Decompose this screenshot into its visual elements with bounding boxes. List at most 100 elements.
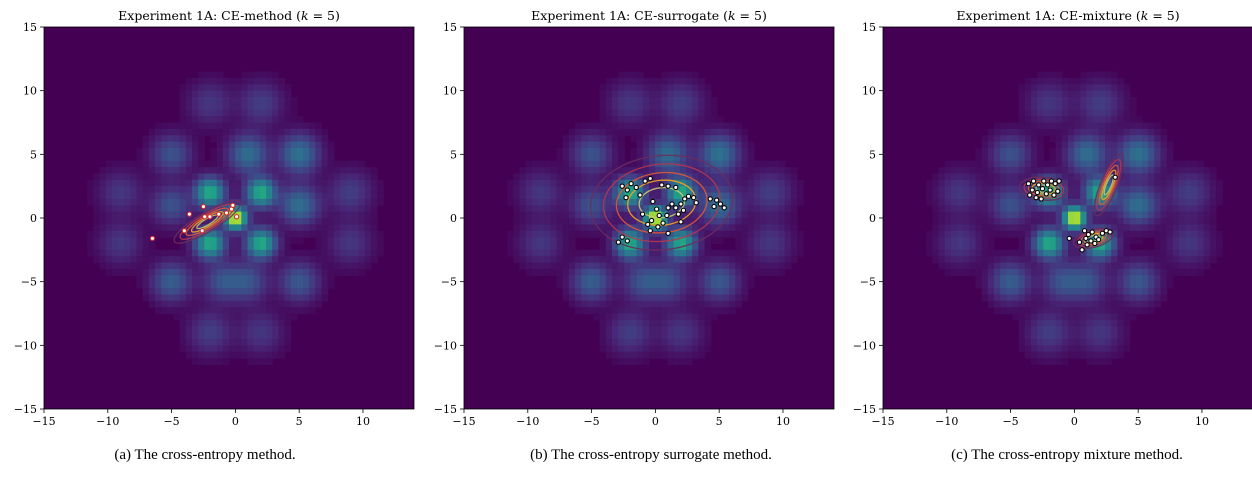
- sample-point: [216, 211, 222, 217]
- sample-point: [678, 201, 684, 207]
- heatmap-background: [464, 27, 834, 409]
- sample-point: [717, 201, 724, 207]
- x-tick-label: 0: [652, 415, 659, 428]
- sample-point: [711, 203, 717, 210]
- chart-panel-2: −15 −10 −5 0 5 10 −15 −10 −5 0 5 10 15 Experiment 1A:…: [853, 8, 1252, 428]
- contour-line: [1101, 169, 1117, 201]
- sample-point: [1081, 228, 1088, 234]
- y-tick-label: 0: [450, 212, 457, 225]
- sample-point: [721, 205, 727, 211]
- sample-point: [673, 184, 679, 191]
- x-tick-label: −5: [583, 415, 599, 428]
- sample-point: [637, 192, 643, 198]
- sample-point: [1066, 235, 1072, 242]
- sample-point: [181, 228, 187, 234]
- x-tick-label: −5: [163, 415, 179, 428]
- x-tick-label: 10: [1195, 415, 1209, 428]
- sample-point: [645, 221, 651, 228]
- sample-point: [149, 235, 156, 242]
- sample-point: [691, 194, 697, 201]
- y-tick-label: 5: [450, 148, 457, 161]
- sample-point: [1084, 242, 1090, 248]
- sample-point: [1088, 238, 1094, 244]
- y-tick-label: −5: [441, 276, 457, 289]
- sample-point: [665, 183, 671, 189]
- x-tick-label: 5: [1135, 415, 1142, 428]
- sample-point: [1112, 174, 1118, 180]
- x-tick-label: 0: [1071, 415, 1078, 428]
- contour-line: [1096, 158, 1122, 211]
- sample-point: [654, 206, 660, 212]
- sample-point: [633, 184, 639, 191]
- sample-point: [624, 187, 630, 193]
- sample-point: [1025, 180, 1032, 187]
- sample-point: [665, 205, 671, 211]
- x-tick-label: −10: [96, 415, 119, 428]
- sample-point: [642, 178, 648, 184]
- sample-point: [1095, 236, 1102, 243]
- sample-point: [230, 202, 236, 208]
- sample-point: [639, 211, 646, 217]
- sample-point: [656, 212, 662, 219]
- sample-point: [1079, 247, 1085, 253]
- x-tick-label: 5: [716, 415, 723, 428]
- y-tick-label: 15: [23, 21, 37, 34]
- sample-point: [1055, 188, 1061, 194]
- caption-b: (b) The cross-entropy surrogate method.: [530, 447, 772, 463]
- y-tick-label: 5: [30, 148, 37, 161]
- sample-point: [693, 200, 699, 206]
- y-tick-label: −10: [14, 339, 37, 352]
- contour-line: [615, 171, 708, 234]
- sample-point: [713, 197, 720, 203]
- sample-point: [1043, 191, 1049, 197]
- y-tick-label: −5: [21, 276, 37, 289]
- x-tick-label: −10: [935, 415, 958, 428]
- sample-point: [619, 183, 625, 189]
- sample-point: [650, 198, 656, 205]
- caption-c: (c) The cross-entropy mixture method.: [951, 447, 1183, 463]
- y-tick-label: 5: [869, 148, 876, 161]
- sample-point: [655, 224, 661, 230]
- sample-point: [1036, 182, 1042, 188]
- sample-point: [186, 211, 193, 217]
- distribution-contours: [173, 199, 242, 244]
- sample-point: [647, 175, 653, 182]
- sample-point: [1039, 186, 1046, 192]
- sample-point: [1099, 230, 1106, 236]
- sample-point: [648, 217, 655, 224]
- sample-point: [1089, 229, 1095, 235]
- heatmap-background: [44, 27, 414, 409]
- sample-point: [619, 234, 625, 240]
- sample-point: [673, 205, 679, 211]
- y-tick-label: −15: [434, 403, 457, 416]
- sample-points: [1025, 174, 1118, 253]
- sample-point: [1027, 192, 1033, 198]
- chart-title: Experiment 1A: CE-surrogate (k = 5): [531, 8, 767, 23]
- y-tick-label: 0: [30, 212, 37, 225]
- y-tick-label: 0: [869, 212, 876, 225]
- sample-point: [1085, 231, 1092, 238]
- y-tick-label: 10: [23, 85, 37, 98]
- contour-line: [1093, 153, 1125, 217]
- sample-point: [682, 196, 688, 202]
- sample-point: [1083, 235, 1089, 242]
- sample-point: [707, 196, 713, 202]
- sample-point: [234, 214, 240, 220]
- sample-points: [149, 202, 240, 242]
- sample-point: [659, 182, 665, 188]
- sample-point: [665, 230, 671, 236]
- sample-point: [223, 210, 230, 216]
- contour-line: [589, 154, 734, 251]
- sample-point: [199, 228, 205, 234]
- chart-panel-1: −15 −10 −5 0 5 10 −15 −10 −5 0 5 10 15 Experiment 1A:…: [434, 8, 835, 428]
- sample-point: [1092, 240, 1098, 247]
- y-tick-label: −15: [853, 403, 876, 416]
- sample-point: [202, 214, 208, 220]
- contour-line: [173, 199, 242, 244]
- y-tick-label: 15: [862, 21, 876, 34]
- x-tick-label: 10: [356, 415, 370, 428]
- y-tick-label: −10: [853, 339, 876, 352]
- chart-panel-0: −15 −10 −5 0 5 10 −15 −10 −5 0 5 10 15 Experiment 1A:…: [14, 8, 415, 428]
- sample-points: [615, 175, 727, 245]
